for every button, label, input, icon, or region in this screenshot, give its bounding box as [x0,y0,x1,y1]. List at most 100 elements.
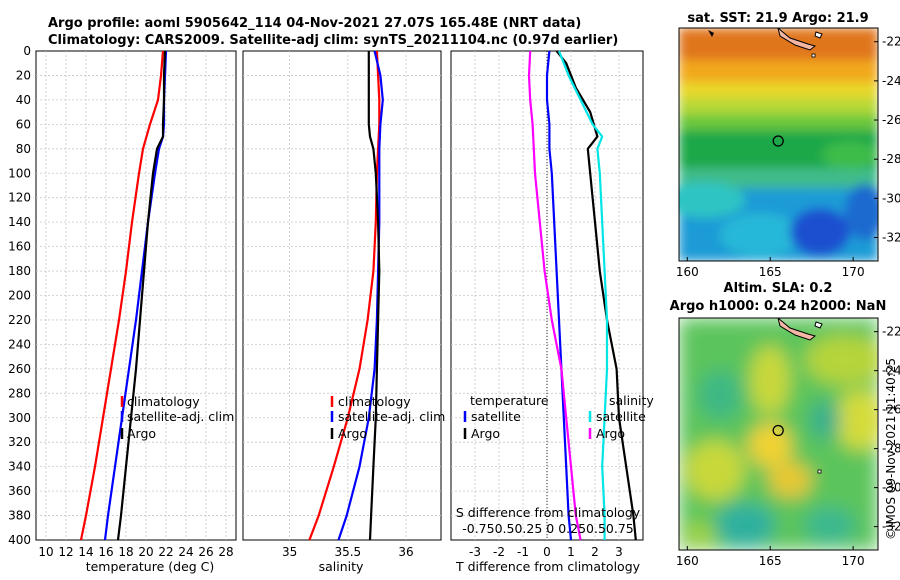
salinity-panel: 35 35.5 36 salinity climatology satellite-… [242,50,445,574]
depth-tick-label: 100 [8,166,31,180]
series-line-argo [367,51,381,541]
lon-tick-label: 170 [842,554,865,568]
x-tick-label: 35.5 [334,545,361,559]
x-tick-label: 2 [591,545,599,559]
sla-lat-tick-labels: -22 -24 -26 -28 -30 -32 [874,325,900,534]
series-line-climatology [79,50,165,541]
lat-tick-label: -28 [882,152,900,166]
x-tick-label: 10 [38,545,53,559]
lat-tick-label: -28 [882,442,900,456]
difference-grid [451,51,643,540]
depth-tick-label: 140 [8,215,31,229]
x-tick-label: 20 [138,545,153,559]
legend-satellite: satellite-adj. clim [338,409,445,424]
series-line-climatology [308,50,381,541]
lon-tick-label: 170 [842,265,865,279]
salinity-grid [243,51,441,540]
t-difference-xlabel: T difference from climatology [455,559,641,574]
difference-lines [527,50,637,541]
s-difference-xlabel: S difference from climatology [456,505,641,520]
legend-s-satellite: satellite [596,409,646,424]
temperature-legend: climatology satellite-adj. clim Argo [120,394,234,441]
title-line-2: Climatology: CARS2009. Satellite-adj cli… [48,33,618,48]
x-tick-label: 12 [58,545,73,559]
depth-tick-label: 240 [8,337,31,351]
depth-tick-label: 360 [8,484,31,498]
temperature-panel: 0 20 40 60 80 100 120 140 160 180 200 220 240 260 280 3… [8,44,237,574]
imos-credit: ©IMOS 09-Nov-2021 11:40:25 [884,358,898,540]
sla-map-field [679,318,878,550]
depth-tick-label: 80 [16,142,31,156]
depth-tick-label: 220 [8,313,31,327]
legend-climatology: climatology [127,394,200,409]
lat-tick-label: -30 [882,481,900,495]
legend-t-satellite: satellite [471,409,521,424]
difference-panel: -3 -2 -1 0 1 2 3 T difference from climatology… [450,50,654,574]
sla-lon-tick-labels: 160 165 170 [676,546,865,568]
series-line-t-satellite [545,50,573,541]
lat-tick-label: -24 [882,364,900,378]
series-line-argo [116,50,167,541]
depth-tick-label: 160 [8,240,31,254]
legend-s-argo: Argo [596,426,625,441]
lat-tick-label: -30 [882,191,900,205]
depth-tick-label: 320 [8,435,31,449]
depth-tick-label: 40 [16,93,31,107]
series-line-s-satellite [557,50,609,540]
depth-tick-label: 400 [8,533,31,547]
salinity-tick-labels: 35 35.5 36 [282,545,414,559]
depth-tick-label: 180 [8,264,31,278]
lat-tick-label: -22 [882,35,900,49]
salinity-xlabel: salinity [319,559,364,574]
temperature-lines [79,50,168,541]
depth-tick-label: 0 [23,44,31,58]
temperature-tick-labels: 10 12 14 16 18 20 22 24 26 28 [38,545,233,559]
sla-map-title: Altim. SLA: 0.2 [724,281,833,296]
temperature-grid [36,51,236,540]
sst-lat-tick-labels: -22 -24 -26 -28 -30 -32 [874,35,900,245]
sla-map-frame [678,317,879,551]
legend-temperature-title: temperature [470,393,549,408]
salinity-legend: climatology satellite-adj. clim Argo [330,394,445,441]
sla-map: Altim. SLA: 0.2 Argo h1000: 0.24 h2000: … [670,281,900,568]
x-tick-label: 35 [282,545,297,559]
title-line-1: Argo profile: aoml 5905642_114 04-Nov-20… [48,16,581,31]
s-difference-tick-labels: -0.750.50.25 0 0.250.50.75 [462,521,634,536]
x-tick-label: 14 [78,545,93,559]
x-tick-label: -3 [469,545,481,559]
depth-tick-labels: 0 20 40 60 80 100 120 140 160 180 200 220 240 260 280 3… [8,44,31,547]
depth-tick-label: 300 [8,411,31,425]
legend-climatology: climatology [338,394,411,409]
x-tick-label: 24 [178,545,193,559]
sla-map-subtitle: Argo h1000: 0.24 h2000: NaN [670,299,887,314]
lat-tick-label: -26 [882,403,900,417]
sst-map-title: sat. SST: 21.9 Argo: 21.9 [687,11,868,26]
depth-tick-label: 280 [8,386,31,400]
depth-tick-label: 260 [8,362,31,376]
lon-tick-label: 160 [676,554,699,568]
x-tick-label: 22 [158,545,173,559]
legend-satellite: satellite-adj. clim [127,409,234,424]
lat-tick-label: -26 [882,113,900,127]
depth-tick-label: 20 [16,68,31,82]
x-tick-label: 26 [198,545,213,559]
difference-tick-labels: -3 -2 -1 0 1 2 3 [469,545,623,559]
x-tick-label: 16 [98,545,113,559]
sst-map-field [679,28,878,261]
legend-argo: Argo [338,426,367,441]
sst-argo-position-marker [772,135,784,147]
x-tick-label: -1 [517,545,529,559]
depth-tick-label: 380 [8,509,31,523]
lon-tick-label: 165 [759,265,782,279]
lon-tick-label: 160 [676,265,699,279]
salinity-lines [308,50,384,541]
lat-tick-label: -24 [882,74,900,88]
lat-tick-label: -32 [882,231,900,245]
depth-tick-label: 120 [8,191,31,205]
lon-tick-label: 165 [759,554,782,568]
depth-tick-label: 340 [8,460,31,474]
sla-argo-position-marker [772,424,784,437]
x-tick-label: 28 [218,545,233,559]
x-tick-label: -2 [493,545,505,559]
